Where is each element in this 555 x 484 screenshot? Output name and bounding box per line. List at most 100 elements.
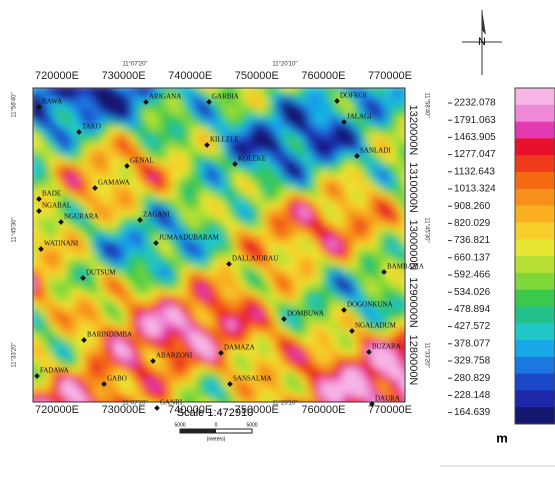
place-label: BUZARA bbox=[372, 343, 401, 351]
legend-label: 660.137 bbox=[454, 252, 491, 263]
legend-swatch bbox=[515, 189, 555, 206]
place-label: DAMAZA bbox=[224, 344, 255, 352]
legend-label: 1132.643 bbox=[454, 166, 495, 177]
x-tick-label: 770000E bbox=[368, 70, 412, 82]
legend-swatch bbox=[515, 122, 555, 139]
legend-swatch bbox=[515, 374, 555, 391]
legend-swatch bbox=[515, 88, 555, 105]
y-tick-label: 1320000N bbox=[407, 105, 419, 156]
legend-label: 1791.063 bbox=[454, 115, 496, 126]
place-label: SANLADI bbox=[360, 147, 391, 155]
place-label: GAMAWA bbox=[98, 179, 130, 187]
dms-label: 11°20'10" bbox=[272, 62, 297, 68]
y-tick-label: 1310000N bbox=[407, 162, 419, 213]
place-label: GENAL bbox=[130, 157, 154, 165]
place-label: DUTSUM bbox=[86, 269, 116, 277]
place-label: KILLELE bbox=[210, 136, 239, 144]
dms-label: 11°58'40" bbox=[423, 92, 429, 117]
place-label: DAURA bbox=[375, 395, 400, 403]
legend-swatch bbox=[515, 155, 555, 172]
legend-swatch bbox=[515, 407, 555, 424]
x-tick-label: 730000E bbox=[102, 70, 146, 82]
dms-label: 11°45'30" bbox=[12, 217, 18, 242]
legend-swatch bbox=[515, 273, 555, 290]
place-label: BARINDIMBA bbox=[87, 331, 132, 339]
place-label: DOGONKUNA bbox=[347, 301, 393, 309]
legend-swatch bbox=[515, 239, 555, 256]
y-tick-label: 1280000N bbox=[407, 335, 419, 386]
place-label: JALAGI bbox=[347, 113, 372, 121]
place-label: SANSALMA bbox=[233, 375, 272, 383]
place-label: BADE bbox=[42, 190, 61, 198]
place-label: ZAGANI bbox=[143, 211, 170, 219]
scale-unit: (meters) bbox=[207, 436, 226, 442]
x-tick-label: 720000E bbox=[35, 70, 79, 82]
legend-label: 820.029 bbox=[454, 218, 491, 229]
dms-label: 11°07'20" bbox=[122, 62, 147, 68]
place-label: DOMBUWA bbox=[287, 310, 324, 318]
legend-label: 1013.324 bbox=[454, 184, 496, 195]
legend-label: 908.260 bbox=[454, 201, 491, 212]
legend-swatch bbox=[515, 172, 555, 189]
place-label: ABARZONI bbox=[156, 352, 193, 360]
place-label: ARIGANA bbox=[149, 93, 181, 101]
x-tick-label: 770000E bbox=[368, 404, 412, 416]
place-label: BAWA bbox=[42, 98, 62, 106]
place-label: TAKO bbox=[82, 123, 101, 131]
legend-label: 427.572 bbox=[454, 321, 491, 332]
place-marker bbox=[154, 405, 160, 411]
legend-label: 378.077 bbox=[454, 338, 491, 349]
place-label: DALLAJORAU bbox=[232, 255, 278, 263]
legend-swatch bbox=[515, 138, 555, 155]
legend-swatch bbox=[515, 306, 555, 323]
legend-label: 534.026 bbox=[454, 287, 491, 298]
legend-swatch bbox=[515, 256, 555, 273]
place-label: JUMAADUBARAM bbox=[159, 234, 220, 242]
dms-label: 11°45'30" bbox=[423, 217, 429, 242]
dms-label: 11°07'20" bbox=[122, 401, 147, 407]
dms-label: 11°58'40" bbox=[12, 92, 18, 117]
legend-label: 329.758 bbox=[454, 356, 491, 367]
legend-swatch bbox=[515, 357, 555, 374]
scale-tick: 0 bbox=[215, 422, 218, 428]
legend-label: 164.639 bbox=[454, 407, 491, 418]
north-arrow: N bbox=[462, 10, 502, 75]
legend-label: 1277.047 bbox=[454, 149, 496, 160]
legend-unit: m bbox=[496, 430, 508, 445]
legend-swatch bbox=[515, 390, 555, 407]
place-label: NGABAL bbox=[42, 202, 71, 210]
scale-tick: 5000 bbox=[174, 422, 185, 428]
place-label: NGURARA bbox=[64, 213, 99, 221]
place-label: GABO bbox=[107, 375, 127, 383]
x-tick-label: 760000E bbox=[301, 404, 345, 416]
place-label: BAMBAMA bbox=[387, 263, 424, 271]
x-tick-label: 720000E bbox=[35, 404, 79, 416]
legend-label: 478.894 bbox=[454, 304, 491, 315]
legend-swatch bbox=[515, 222, 555, 239]
x-tick-label: 760000E bbox=[301, 70, 345, 82]
legend-label: 228.148 bbox=[454, 390, 491, 401]
place-label: DOFKOI bbox=[340, 92, 367, 100]
dms-label: 11°20'10" bbox=[272, 401, 297, 407]
place-label: GANRI bbox=[160, 399, 183, 407]
map-raster bbox=[30, 85, 409, 410]
x-tick-label: 740000E bbox=[168, 70, 212, 82]
legend-swatch bbox=[515, 340, 555, 357]
legend-swatch bbox=[515, 323, 555, 340]
place-label: GARBIA bbox=[212, 93, 239, 101]
legend-label: 1463.905 bbox=[454, 132, 496, 143]
legend-swatch bbox=[515, 290, 555, 307]
place-label: FADAWA bbox=[40, 367, 69, 375]
place-label: KOLEKE bbox=[238, 155, 266, 163]
legend-label: 592.466 bbox=[454, 270, 491, 281]
place-label: NGALADUM bbox=[355, 322, 397, 330]
x-tick-label: 750000E bbox=[235, 70, 279, 82]
legend-label: 736.821 bbox=[454, 235, 491, 246]
north-label: N bbox=[478, 36, 486, 48]
dms-label: 11°33'20" bbox=[12, 342, 18, 367]
scale-tick: 5000 bbox=[246, 422, 257, 428]
place-label: WATINANI bbox=[44, 240, 79, 248]
legend-label: 280.829 bbox=[454, 373, 491, 384]
legend-label: 2232.078 bbox=[454, 98, 496, 109]
